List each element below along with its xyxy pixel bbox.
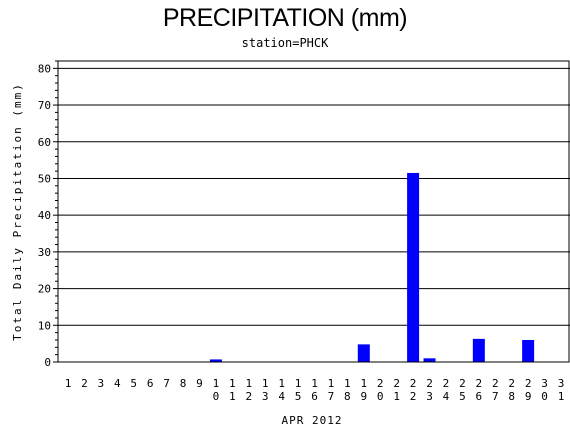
bar — [209, 359, 222, 362]
bar — [407, 172, 420, 362]
y-tick-label: 40 — [38, 209, 51, 222]
x-tick-label: 1 — [65, 377, 72, 390]
x-tick-label: 3 — [426, 390, 433, 403]
x-tick-label: 1 — [245, 377, 252, 390]
x-tick-label: 3 — [541, 377, 548, 390]
x-tick-label: 7 — [328, 390, 335, 403]
x-tick-label: 7 — [492, 390, 499, 403]
x-tick-label: 4 — [443, 390, 450, 403]
x-tick-label: 0 — [541, 390, 548, 403]
x-tick-label: 5 — [295, 390, 302, 403]
x-tick-label: 1 — [229, 377, 236, 390]
y-axis: 0 10 20 30 40 50 60 70 80 — [38, 60, 58, 369]
plot-frame — [57, 60, 570, 363]
x-tick-label: 2 — [459, 377, 466, 390]
x-tick-label: 3 — [98, 377, 105, 390]
bar — [357, 344, 370, 362]
x-tick-label: 5 — [130, 377, 137, 390]
x-tick-label: 2 — [525, 377, 532, 390]
x-tick-label: 2 — [443, 377, 450, 390]
y-tick-label: 60 — [38, 136, 51, 149]
x-tick-label: 6 — [476, 390, 483, 403]
y-tick-label: 10 — [38, 319, 51, 332]
y-tick-label: 70 — [38, 99, 51, 112]
x-tick-label: 4 — [114, 377, 121, 390]
x-tick-label: 3 — [262, 390, 269, 403]
chart-subtitle: station=PHCK — [241, 36, 329, 50]
x-tick-label: 9 — [525, 390, 532, 403]
x-axis-label: APR 2012 — [282, 414, 343, 427]
x-tick-label: 1 — [213, 377, 220, 390]
x-tick-label: 1 — [360, 377, 367, 390]
x-tick-label: 6 — [147, 377, 154, 390]
x-tick-label: 2 — [81, 377, 88, 390]
x-tick-label: 0 — [377, 390, 384, 403]
x-tick-label: 2 — [508, 377, 515, 390]
x-tick-label: 1 — [262, 377, 269, 390]
bars — [209, 172, 535, 362]
chart-title: PRECIPITATION (mm) — [162, 4, 408, 32]
x-axis: 1 2 3 4 5 6 7 8 9 1011121314151617181920212223242… — [65, 377, 565, 403]
x-tick-label: 2 — [393, 377, 400, 390]
x-tick-label: 9 — [196, 377, 203, 390]
x-tick-label: 1 — [229, 390, 236, 403]
x-tick-label: 1 — [311, 377, 318, 390]
bar — [522, 339, 535, 362]
x-tick-label: 2 — [492, 377, 499, 390]
x-tick-label: 0 — [213, 390, 220, 403]
y-tick-label: 30 — [38, 246, 51, 259]
x-tick-label: 2 — [410, 377, 417, 390]
x-tick-label: 1 — [328, 377, 335, 390]
gridlines — [58, 67, 570, 326]
x-tick-label: 2 — [410, 390, 417, 403]
x-tick-label: 2 — [476, 377, 483, 390]
x-tick-label: 7 — [163, 377, 170, 390]
x-tick-label: 8 — [344, 390, 351, 403]
x-tick-label: 2 — [245, 390, 252, 403]
x-tick-label: 8 — [180, 377, 187, 390]
x-tick-label: 1 — [295, 377, 302, 390]
x-tick-label: 9 — [360, 390, 367, 403]
x-tick-label: 1 — [344, 377, 351, 390]
x-tick-label: 6 — [311, 390, 318, 403]
y-tick-label: 50 — [38, 172, 51, 185]
x-tick-label: 8 — [508, 390, 515, 403]
y-tick-label: 80 — [38, 62, 51, 75]
bar — [423, 358, 436, 362]
x-tick-label: 3 — [558, 377, 565, 390]
x-tick-label: 2 — [377, 377, 384, 390]
bar — [472, 338, 485, 362]
x-tick-label: 1 — [393, 390, 400, 403]
y-axis-label: Total Daily Precipitation (mm) — [11, 82, 24, 341]
x-tick-label: 5 — [459, 390, 466, 403]
y-tick-label: 20 — [38, 283, 51, 296]
x-tick-label: 1 — [278, 377, 285, 390]
x-tick-label: 4 — [278, 390, 285, 403]
x-tick-label: 2 — [426, 377, 433, 390]
x-tick-label: 1 — [558, 390, 565, 403]
y-tick-label: 0 — [44, 356, 51, 369]
